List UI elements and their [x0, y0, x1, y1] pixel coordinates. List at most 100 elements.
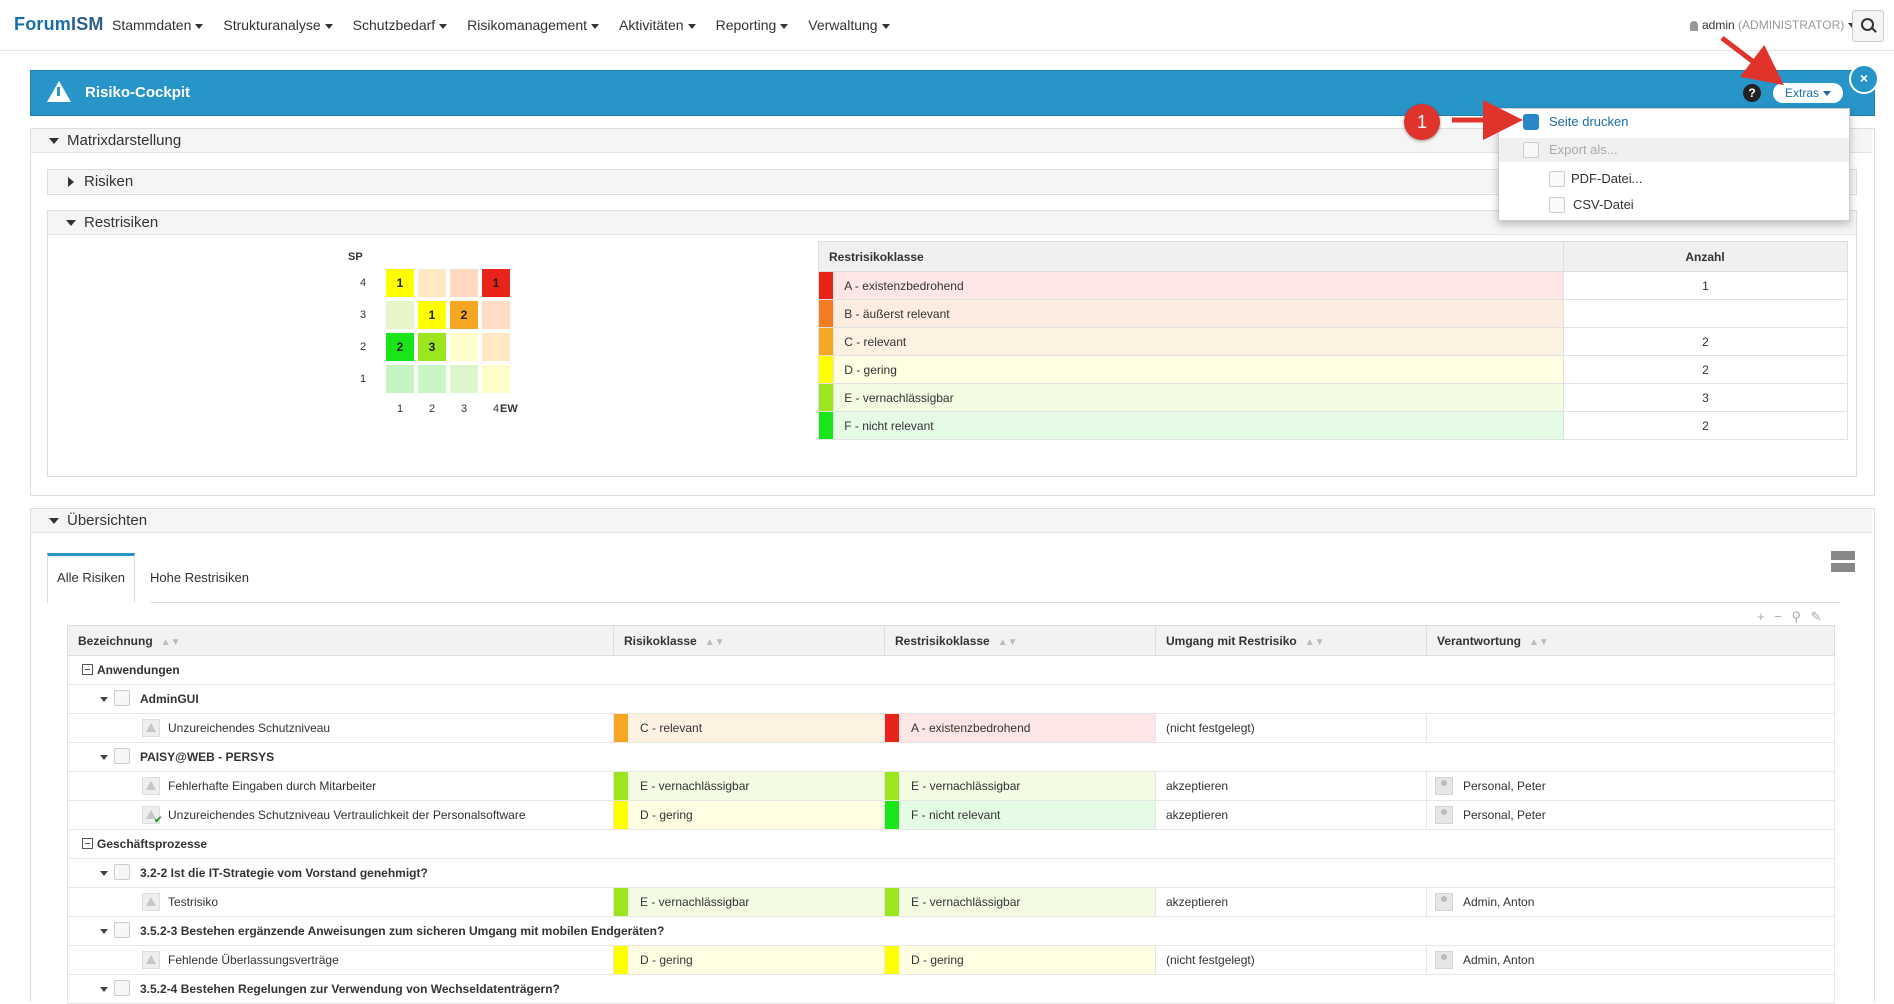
matrix-cell[interactable]: [482, 333, 510, 361]
user-menu[interactable]: admin (ADMINISTRATOR): [1690, 18, 1857, 32]
risk-name: Fehlerhafte Eingaben durch Mitarbeiter: [168, 779, 377, 793]
handling-cell: (nicht festgelegt): [1155, 713, 1427, 743]
remove-icon[interactable]: −: [1774, 609, 1782, 624]
collapse-triangle-icon[interactable]: [100, 987, 108, 992]
matrix-cell[interactable]: [386, 365, 414, 393]
residual-class-cell: E - vernachlässigbar: [884, 887, 1156, 917]
layout-toggle-icon[interactable]: [1831, 551, 1855, 573]
sort-icon[interactable]: ▲▼: [1304, 636, 1325, 648]
subgroup-row[interactable]: 3.2-2 Ist die IT-Strategie vom Vorstand …: [67, 858, 1835, 888]
menu-item-print[interactable]: Seite drucken: [1499, 109, 1849, 135]
brand-logo[interactable]: ForumISM: [14, 14, 104, 35]
residual-class-label: A - existenzbedrohend: [911, 721, 1031, 735]
col-header-risikoklasse[interactable]: Risikoklasse ▲▼: [613, 625, 885, 656]
menu-strukturanalyse[interactable]: Strukturanalyse: [223, 17, 333, 33]
subgroup-row[interactable]: PAISY@WEB - PERSYS: [67, 742, 1835, 772]
subgroup-label: PAISY@WEB - PERSYS: [140, 750, 275, 764]
add-icon[interactable]: +: [1757, 609, 1765, 624]
col-header-restrisikoklasse[interactable]: Restrisikoklasse ▲▼: [884, 625, 1156, 656]
table-row[interactable]: ✔ Unzureichendes Schutzniveau Vertraulich…: [67, 800, 1835, 830]
group-row[interactable]: Geschäftsprozesse: [67, 829, 1835, 859]
risk-grid: Bezeichnung ▲▼ Risikoklasse ▲▼ Restrisikok…: [67, 625, 1835, 1004]
tab-alle-risiken[interactable]: Alle Risiken: [47, 553, 135, 603]
collapse-triangle-icon[interactable]: [100, 871, 108, 876]
table-row[interactable]: Unzureichendes Schutzniveau C - relevant A…: [67, 713, 1835, 743]
object-icon: [114, 864, 130, 880]
subgroup-row[interactable]: AdminGUI: [67, 684, 1835, 714]
risk-icon: [142, 951, 160, 969]
menu-aktivitaeten[interactable]: Aktivitäten: [619, 17, 696, 33]
person-icon: [1435, 777, 1453, 795]
col-header-label: Bezeichnung: [78, 633, 153, 648]
subgroup-row[interactable]: 3.5.2-3 Bestehen ergänzende Anweisungen …: [67, 916, 1835, 946]
menu-item-csv[interactable]: CSV-Datei: [1499, 193, 1849, 217]
matrix-cell[interactable]: 1: [482, 269, 510, 297]
matrix-cell[interactable]: [386, 301, 414, 329]
matrix-col-label: 1: [397, 403, 404, 415]
wrench-icon[interactable]: ✎: [1810, 609, 1822, 624]
menu-risikomanagement[interactable]: Risikomanagement: [467, 17, 599, 33]
tab-hohe-restrisiken[interactable]: Hohe Restrisiken: [142, 553, 257, 603]
matrix-cell[interactable]: [418, 269, 446, 297]
search-icon[interactable]: ⚲: [1791, 609, 1801, 624]
matrix-cell[interactable]: [450, 333, 478, 361]
menu-reporting[interactable]: Reporting: [716, 17, 789, 33]
caret-down-icon: [195, 23, 204, 29]
collapse-box-icon[interactable]: [82, 664, 93, 675]
help-button[interactable]: ?: [1743, 84, 1761, 102]
collapse-box-icon[interactable]: [82, 838, 93, 849]
section-header-overviews[interactable]: Übersichten: [31, 509, 1872, 533]
section-header-risks[interactable]: Risiken: [48, 170, 1856, 193]
risk-name-cell: ✔ Unzureichendes Schutzniveau Vertraulich…: [67, 800, 614, 830]
user-role: (ADMINISTRATOR): [1738, 18, 1845, 32]
matrix-cell[interactable]: 1: [418, 301, 446, 329]
col-header-umgang[interactable]: Umgang mit Restrisiko ▲▼: [1155, 625, 1427, 656]
search-button[interactable]: [1852, 10, 1884, 42]
matrix-cell[interactable]: 3: [418, 333, 446, 361]
check-icon: ✔: [154, 815, 163, 826]
class-color-swatch: [817, 383, 835, 412]
close-button[interactable]: ×: [1849, 64, 1879, 94]
menu-stammdaten[interactable]: Stammdaten: [112, 17, 204, 33]
collapse-triangle-icon: [49, 138, 59, 144]
menu-schutzbedarf[interactable]: Schutzbedarf: [353, 17, 448, 33]
menu-label: Stammdaten: [112, 17, 192, 33]
sort-icon[interactable]: ▲▼: [160, 636, 181, 648]
matrix-cell[interactable]: [482, 365, 510, 393]
risk-name: Fehlende Überlassungsverträge: [168, 953, 339, 967]
responsible-name: Personal, Peter: [1463, 779, 1546, 793]
subgroup-row[interactable]: 3.5.2-4 Bestehen Regelungen zur Verwendu…: [67, 974, 1835, 1004]
collapse-triangle-icon[interactable]: [100, 697, 108, 702]
collapse-triangle-icon[interactable]: [100, 755, 108, 760]
table-row[interactable]: Testrisiko E - vernachlässigbar E - vernac…: [67, 887, 1835, 917]
risk-name-cell: Unzureichendes Schutzniveau: [67, 713, 614, 743]
class-color-swatch: [614, 801, 628, 829]
group-cell: Geschäftsprozesse: [67, 829, 1835, 859]
risk-class-label: D - gering: [640, 953, 693, 967]
risk-class-label: E - vernachlässigbar: [640, 779, 750, 793]
sort-icon[interactable]: ▲▼: [1529, 636, 1549, 648]
matrix-cell[interactable]: [450, 365, 478, 393]
col-header-bezeichnung[interactable]: Bezeichnung ▲▼: [67, 625, 614, 656]
matrix-cell[interactable]: 2: [450, 301, 478, 329]
matrix-cell[interactable]: 2: [386, 333, 414, 361]
menu-verwaltung[interactable]: Verwaltung: [808, 17, 890, 33]
matrix-cell[interactable]: 1: [386, 269, 414, 297]
collapse-triangle-icon[interactable]: [100, 929, 108, 934]
matrix-cell[interactable]: [482, 301, 510, 329]
class-label: C - relevant: [833, 327, 1564, 356]
matrix-x-label: EW: [500, 403, 518, 415]
group-row[interactable]: Anwendungen: [67, 655, 1835, 685]
warning-icon: [47, 81, 71, 102]
col-header-verantwortung[interactable]: Verantwortung ▲▼: [1426, 625, 1835, 656]
table-row[interactable]: Fehlende Überlassungsverträge D - gering D…: [67, 945, 1835, 975]
menu-item-pdf[interactable]: PDF-Datei...: [1499, 167, 1849, 191]
table-row[interactable]: Fehlerhafte Eingaben durch Mitarbeiter E …: [67, 771, 1835, 801]
extras-button[interactable]: Extras: [1773, 83, 1843, 103]
risk-icon: [142, 777, 160, 795]
sort-icon[interactable]: ▲▼: [704, 636, 725, 648]
matrix-cell[interactable]: [418, 365, 446, 393]
sort-icon[interactable]: ▲▼: [997, 636, 1018, 648]
matrix-cell[interactable]: [450, 269, 478, 297]
residual-class-cell: E - vernachlässigbar: [884, 771, 1156, 801]
